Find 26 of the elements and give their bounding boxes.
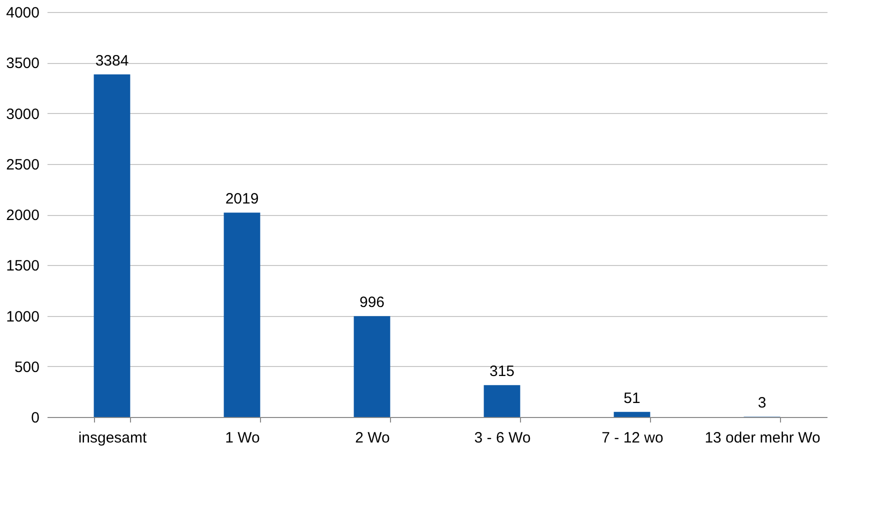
x-tick-label: 2 Wo	[355, 430, 390, 446]
bar	[614, 412, 650, 417]
x-tick-label: 3 - 6 Wo	[474, 430, 531, 446]
data-label: 315	[489, 363, 515, 380]
data-label: 3384	[95, 52, 129, 70]
y-tick-label: 2000	[6, 207, 40, 224]
x-tick-label: 7 - 12 wo	[602, 430, 664, 446]
y-tick-label: 500	[14, 358, 40, 376]
y-tick-label: 0	[31, 410, 40, 426]
y-tick-label: 4000	[6, 4, 40, 22]
bar	[354, 316, 390, 417]
y-tick-label: 1000	[6, 308, 40, 326]
y-tick-label: 3500	[6, 55, 40, 72]
y-tick-label: 3000	[6, 106, 40, 123]
x-tick-label: insgesamt	[78, 430, 148, 446]
data-label: 2019	[225, 190, 259, 208]
data-label: 3	[758, 394, 766, 412]
bar	[94, 74, 130, 417]
x-tick-label: 13 oder mehr Wo	[704, 430, 820, 446]
y-tick-label: 2500	[6, 156, 40, 174]
bar	[484, 385, 520, 417]
x-tick-label: 1 Wo	[225, 430, 260, 446]
data-label: 996	[359, 294, 385, 312]
y-tick-label: 1500	[6, 258, 40, 275]
data-label: 51	[624, 390, 640, 407]
bar	[224, 212, 260, 417]
